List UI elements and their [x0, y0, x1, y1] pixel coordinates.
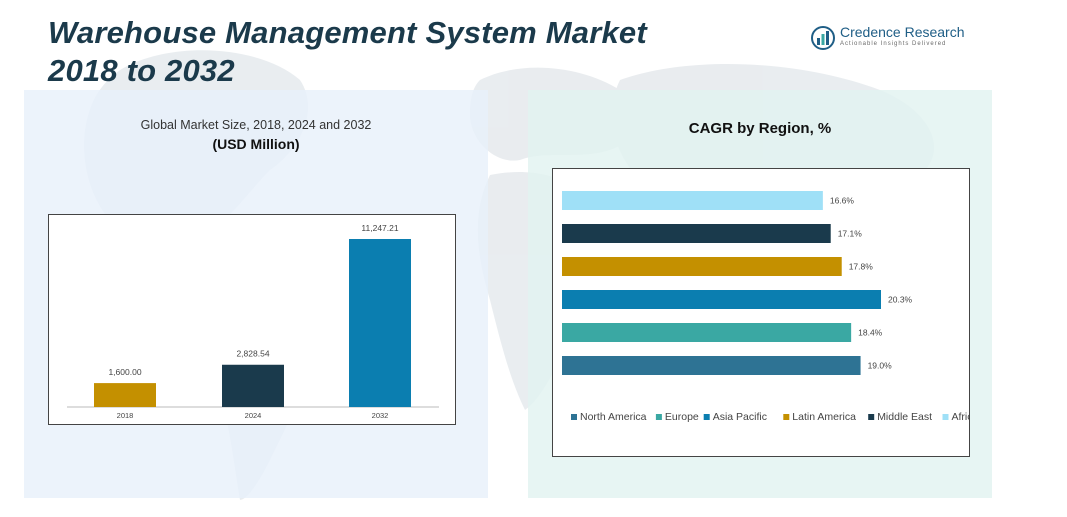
bar-chart-logo-icon	[811, 26, 835, 50]
cagr-bar-latin-america	[562, 257, 842, 276]
legend-swatch-asia-pacific	[703, 414, 710, 420]
title-line-2: 2018 to 2032	[48, 53, 235, 88]
market-size-chart: 1,600.00 2018 2,828.54 2024 11,247.21 2032	[48, 214, 456, 425]
legend-swatch-africa	[942, 414, 949, 420]
bar-value-label-2032: 11,247.21	[361, 223, 398, 233]
legend-swatch-europe	[655, 414, 662, 420]
x-tick-label-2032: 2032	[372, 411, 389, 420]
legend-swatch-latin-america	[783, 414, 790, 420]
legend-label-middle-east: Middle East	[877, 411, 932, 423]
bar-value-label-2024: 2,828.54	[236, 349, 269, 359]
bar-2032	[349, 239, 411, 407]
cagr-title: CAGR by Region, %	[688, 120, 832, 137]
cagr-bar-middle-east	[562, 224, 831, 243]
market-size-chart-svg: 1,600.00 2018 2,828.54 2024 11,247.21 2032	[67, 223, 439, 420]
cagr-bar-europe	[562, 323, 852, 342]
brand-tagline: Actionable Insights Delivered	[840, 41, 947, 47]
cagr-bar-north-america	[562, 356, 861, 375]
cagr-value-label-africa: 16.6%	[830, 196, 855, 206]
cagr-value-label-asia-pacific: 20.3%	[888, 295, 913, 305]
bar-value-label-2018: 1,600.00	[108, 367, 141, 377]
brand-name: Credence Research	[840, 24, 965, 40]
legend-swatch-middle-east	[868, 414, 875, 420]
cagr-value-label-north-america: 19.0%	[868, 361, 893, 371]
bar-2024	[222, 364, 284, 407]
market-size-unit: (USD Million)	[212, 136, 300, 152]
legend-label-asia-pacific: Asia Pacific	[713, 411, 767, 423]
legend-label-europe: Europe	[665, 411, 699, 423]
legend-label-latin-america: Latin America	[792, 411, 856, 423]
legend-label-africa: Africa	[952, 411, 970, 423]
cagr-bar-africa	[562, 191, 823, 210]
legend-label-north-america: North America	[580, 411, 647, 423]
x-tick-label-2024: 2024	[245, 411, 262, 420]
cagr-chart-svg: 16.6% 17.1% 17.8% 20.3% 18.4% 19.0% North Amer…	[562, 191, 979, 423]
bar-2018	[94, 383, 156, 407]
legend-swatch-north-america	[571, 414, 577, 420]
cagr-chart: 16.6% 17.1% 17.8% 20.3% 18.4% 19.0% North Amer…	[552, 168, 979, 457]
page-title: Warehouse Management System Market 2018 …	[48, 14, 647, 90]
market-size-subtitle: Global Market Size, 2018, 2024 and 2032	[140, 118, 372, 132]
cagr-bar-asia-pacific	[562, 290, 881, 309]
title-line-1: Warehouse Management System Market	[48, 15, 647, 50]
brand-logo: Credence Research Actionable Insights De…	[810, 24, 980, 54]
x-tick-label-2018: 2018	[117, 411, 134, 420]
cagr-value-label-latin-america: 17.8%	[849, 262, 874, 272]
cagr-value-label-europe: 18.4%	[858, 328, 883, 338]
cagr-value-label-middle-east: 17.1%	[838, 229, 863, 239]
